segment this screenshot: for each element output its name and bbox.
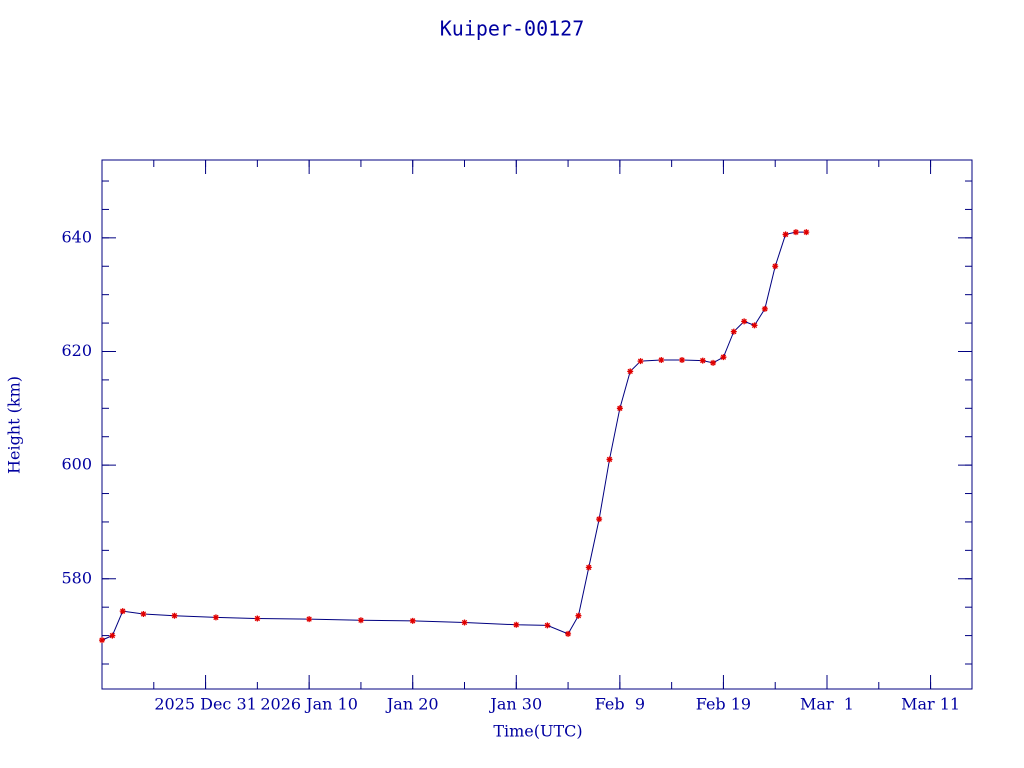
data-point — [761, 305, 768, 312]
data-point — [461, 619, 468, 626]
chart-title: Kuiper-00127 — [440, 17, 585, 41]
y-axis-label: Height (km) — [5, 376, 24, 474]
data-point — [99, 637, 105, 644]
data-point — [730, 328, 737, 335]
data-point — [679, 357, 685, 364]
x-tick-label: Mar 1 — [800, 695, 854, 714]
data-point — [782, 231, 789, 238]
data-point — [658, 357, 665, 364]
x-tick-label: 2025 Dec 31 — [154, 695, 257, 714]
x-tick-label: 2026 Jan 10 — [260, 695, 358, 714]
data-point — [792, 229, 799, 236]
data-point — [751, 322, 758, 329]
data-point — [585, 564, 592, 571]
data-point — [565, 630, 572, 637]
y-tick-label: 580 — [61, 568, 92, 587]
data-point — [409, 617, 416, 624]
x-tick-label: Jan 30 — [488, 695, 542, 714]
data-point — [109, 632, 116, 639]
data-point — [741, 318, 748, 325]
data-point — [720, 354, 727, 361]
data-point — [119, 608, 126, 615]
data-point — [803, 229, 810, 236]
data-point — [140, 610, 147, 617]
data-point — [357, 617, 364, 624]
x-tick-label: Jan 20 — [385, 695, 439, 714]
data-point — [596, 516, 603, 523]
data-point — [212, 614, 219, 621]
data-point — [575, 612, 582, 619]
y-tick-label: 600 — [61, 455, 92, 474]
data-point — [544, 622, 551, 629]
data-point — [627, 368, 634, 375]
x-tick-label: Mar 11 — [901, 695, 960, 714]
data-point — [513, 621, 520, 628]
data-point — [306, 616, 313, 623]
x-tick-label: Feb 19 — [696, 695, 751, 714]
data-point — [699, 357, 706, 364]
data-point — [254, 615, 261, 622]
y-tick-label: 620 — [61, 341, 92, 360]
data-point — [616, 405, 623, 412]
x-tick-label: Feb 9 — [595, 695, 645, 714]
data-point — [637, 358, 644, 365]
x-axis-label: Time(UTC) — [493, 722, 582, 741]
data-point — [606, 456, 613, 463]
data-point — [772, 263, 779, 270]
series-line — [101, 231, 807, 641]
data-point — [171, 612, 178, 619]
plot-frame — [101, 159, 973, 690]
data-point — [710, 359, 717, 366]
y-tick-label: 640 — [61, 227, 92, 246]
